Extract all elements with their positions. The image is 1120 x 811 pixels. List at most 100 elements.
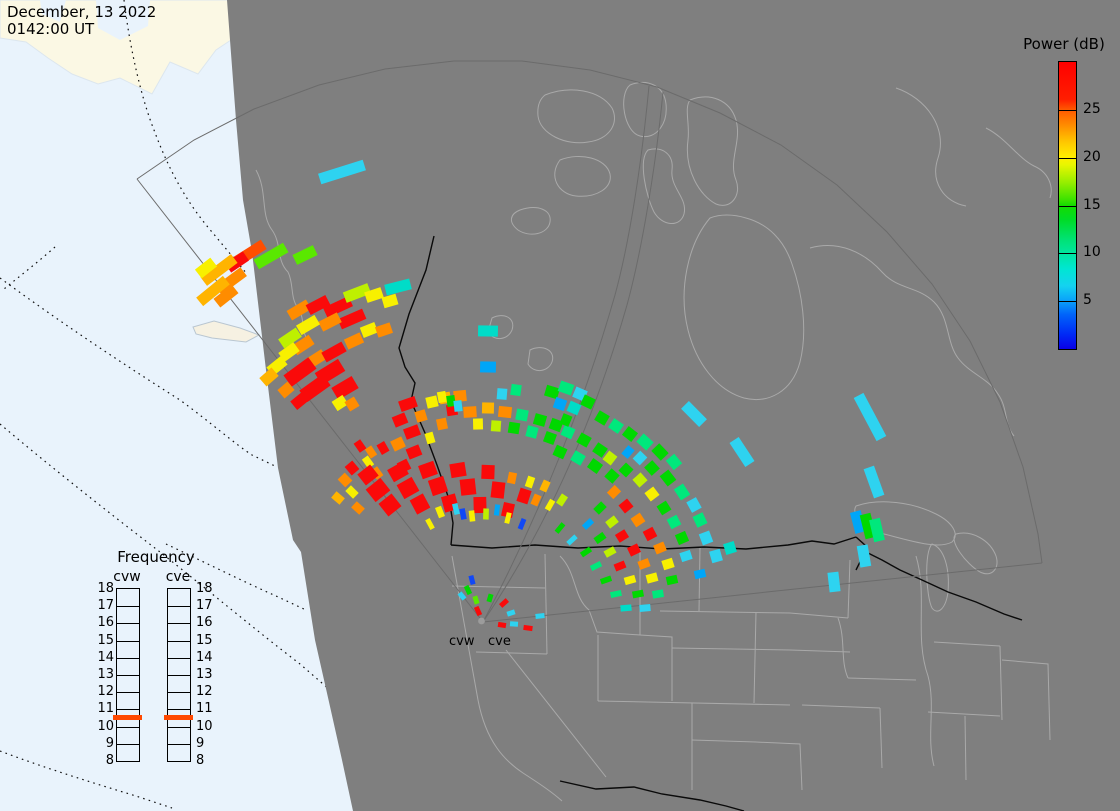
echo-cell	[610, 589, 622, 599]
echo-cell	[361, 455, 375, 469]
echo-cell	[357, 464, 379, 486]
echo-cell	[493, 504, 501, 516]
echo-cell	[506, 471, 518, 485]
ladder-rung	[117, 640, 139, 642]
echo-cell	[579, 546, 593, 558]
echo-cell	[213, 284, 239, 308]
frequency-tick-label: 9	[196, 735, 205, 751]
echo-cell	[535, 613, 545, 619]
echo-cell	[621, 445, 635, 459]
echo-cell	[593, 531, 607, 545]
colorbar-tick-line	[1059, 157, 1076, 159]
echo-cell	[405, 444, 423, 460]
echo-cell	[576, 432, 592, 448]
echo-cell	[544, 498, 556, 512]
echo-cell	[659, 469, 677, 487]
echo-cell	[321, 341, 347, 363]
frequency-tick-label: 10	[196, 718, 213, 734]
echo-cell	[557, 380, 575, 396]
echo-cell	[559, 413, 573, 427]
echo-cell	[618, 498, 634, 514]
echo-cell	[498, 598, 510, 608]
frequency-ladder-cve	[167, 588, 191, 762]
frequency-tick-label: 14	[196, 649, 213, 665]
frequency-tick-label: 18	[97, 581, 114, 596]
timestamp-date: December, 13 2022	[7, 3, 157, 21]
echo-cell	[686, 497, 702, 513]
echo-cell	[286, 299, 312, 321]
frequency-ladder-cvw	[116, 588, 140, 762]
frequency-tick-label: 13	[196, 667, 213, 682]
timestamp: December, 13 2022 0142:00 UT	[7, 4, 156, 38]
echo-cell	[548, 417, 564, 433]
frequency-tick-label: 8	[105, 753, 114, 768]
echo-cell	[486, 593, 494, 603]
echo-cell	[398, 396, 418, 412]
echo-cell	[449, 461, 467, 479]
echo-cell	[277, 381, 295, 399]
echo-cell	[679, 549, 693, 563]
echo-cell	[472, 418, 484, 430]
echo-cell	[403, 424, 421, 440]
echo-cell	[661, 557, 675, 571]
ladder-rung	[168, 743, 190, 745]
frequency-legend-title: Frequency	[117, 548, 195, 566]
echo-cell	[853, 392, 887, 442]
echo-cell	[483, 508, 489, 520]
frequency-tick-label: 11	[196, 701, 213, 717]
echo-cell	[425, 517, 435, 531]
echo-cell	[653, 541, 667, 555]
echo-cell	[323, 296, 353, 318]
echo-cell	[477, 325, 499, 337]
ladder-rung	[117, 623, 139, 625]
echo-cell	[283, 357, 317, 387]
echo-cell	[497, 405, 513, 419]
echo-cell	[603, 546, 617, 558]
echo-cell	[345, 485, 359, 499]
echo-cell	[342, 283, 372, 303]
echo-cell	[504, 512, 512, 524]
echo-cell	[292, 245, 318, 265]
echo-cell	[481, 402, 495, 414]
echo-cell	[623, 574, 637, 586]
echo-cell	[344, 396, 360, 412]
echo-cell	[459, 478, 477, 496]
echo-cell	[589, 561, 603, 571]
radar-fov-outline	[136, 60, 1043, 623]
ladder-rung	[117, 675, 139, 676]
echo-cell	[709, 548, 723, 564]
echo-cell	[446, 394, 456, 408]
echo-cell	[656, 500, 672, 516]
map-borders-black	[398, 235, 1023, 811]
echo-cell	[490, 481, 506, 499]
echo-cell	[353, 439, 367, 453]
echo-cell	[290, 387, 314, 411]
echo-cell	[665, 453, 683, 471]
echo-cell	[542, 430, 558, 446]
echo-cell	[599, 575, 613, 585]
echo-cell	[337, 308, 367, 330]
map-site-label-cve: cve	[488, 634, 511, 649]
echo-cell	[331, 491, 345, 505]
echo-cell	[593, 501, 607, 515]
echo-cell	[594, 410, 610, 426]
echo-cell	[391, 412, 409, 428]
echo-cell	[552, 396, 568, 412]
night-shade-region	[227, 0, 1120, 811]
echo-cell	[387, 461, 409, 483]
echo-cell	[359, 322, 379, 338]
echo-cell	[468, 575, 476, 585]
echo-cell	[344, 460, 360, 476]
echo-cell	[331, 394, 349, 412]
colorbar-title: Power (dB)	[1023, 35, 1105, 53]
colorbar-tick-label: 10	[1083, 244, 1101, 261]
coast-inlet	[96, 0, 150, 40]
echo-cell	[692, 512, 708, 528]
echo-cell	[651, 589, 665, 599]
echo-cell	[566, 400, 582, 416]
frequency-column-cvw-label: cvw	[113, 569, 141, 585]
echo-cell	[698, 530, 714, 546]
echo-cell	[555, 493, 569, 507]
frequency-tick-label: 16	[97, 615, 114, 631]
echo-cell	[523, 624, 533, 632]
